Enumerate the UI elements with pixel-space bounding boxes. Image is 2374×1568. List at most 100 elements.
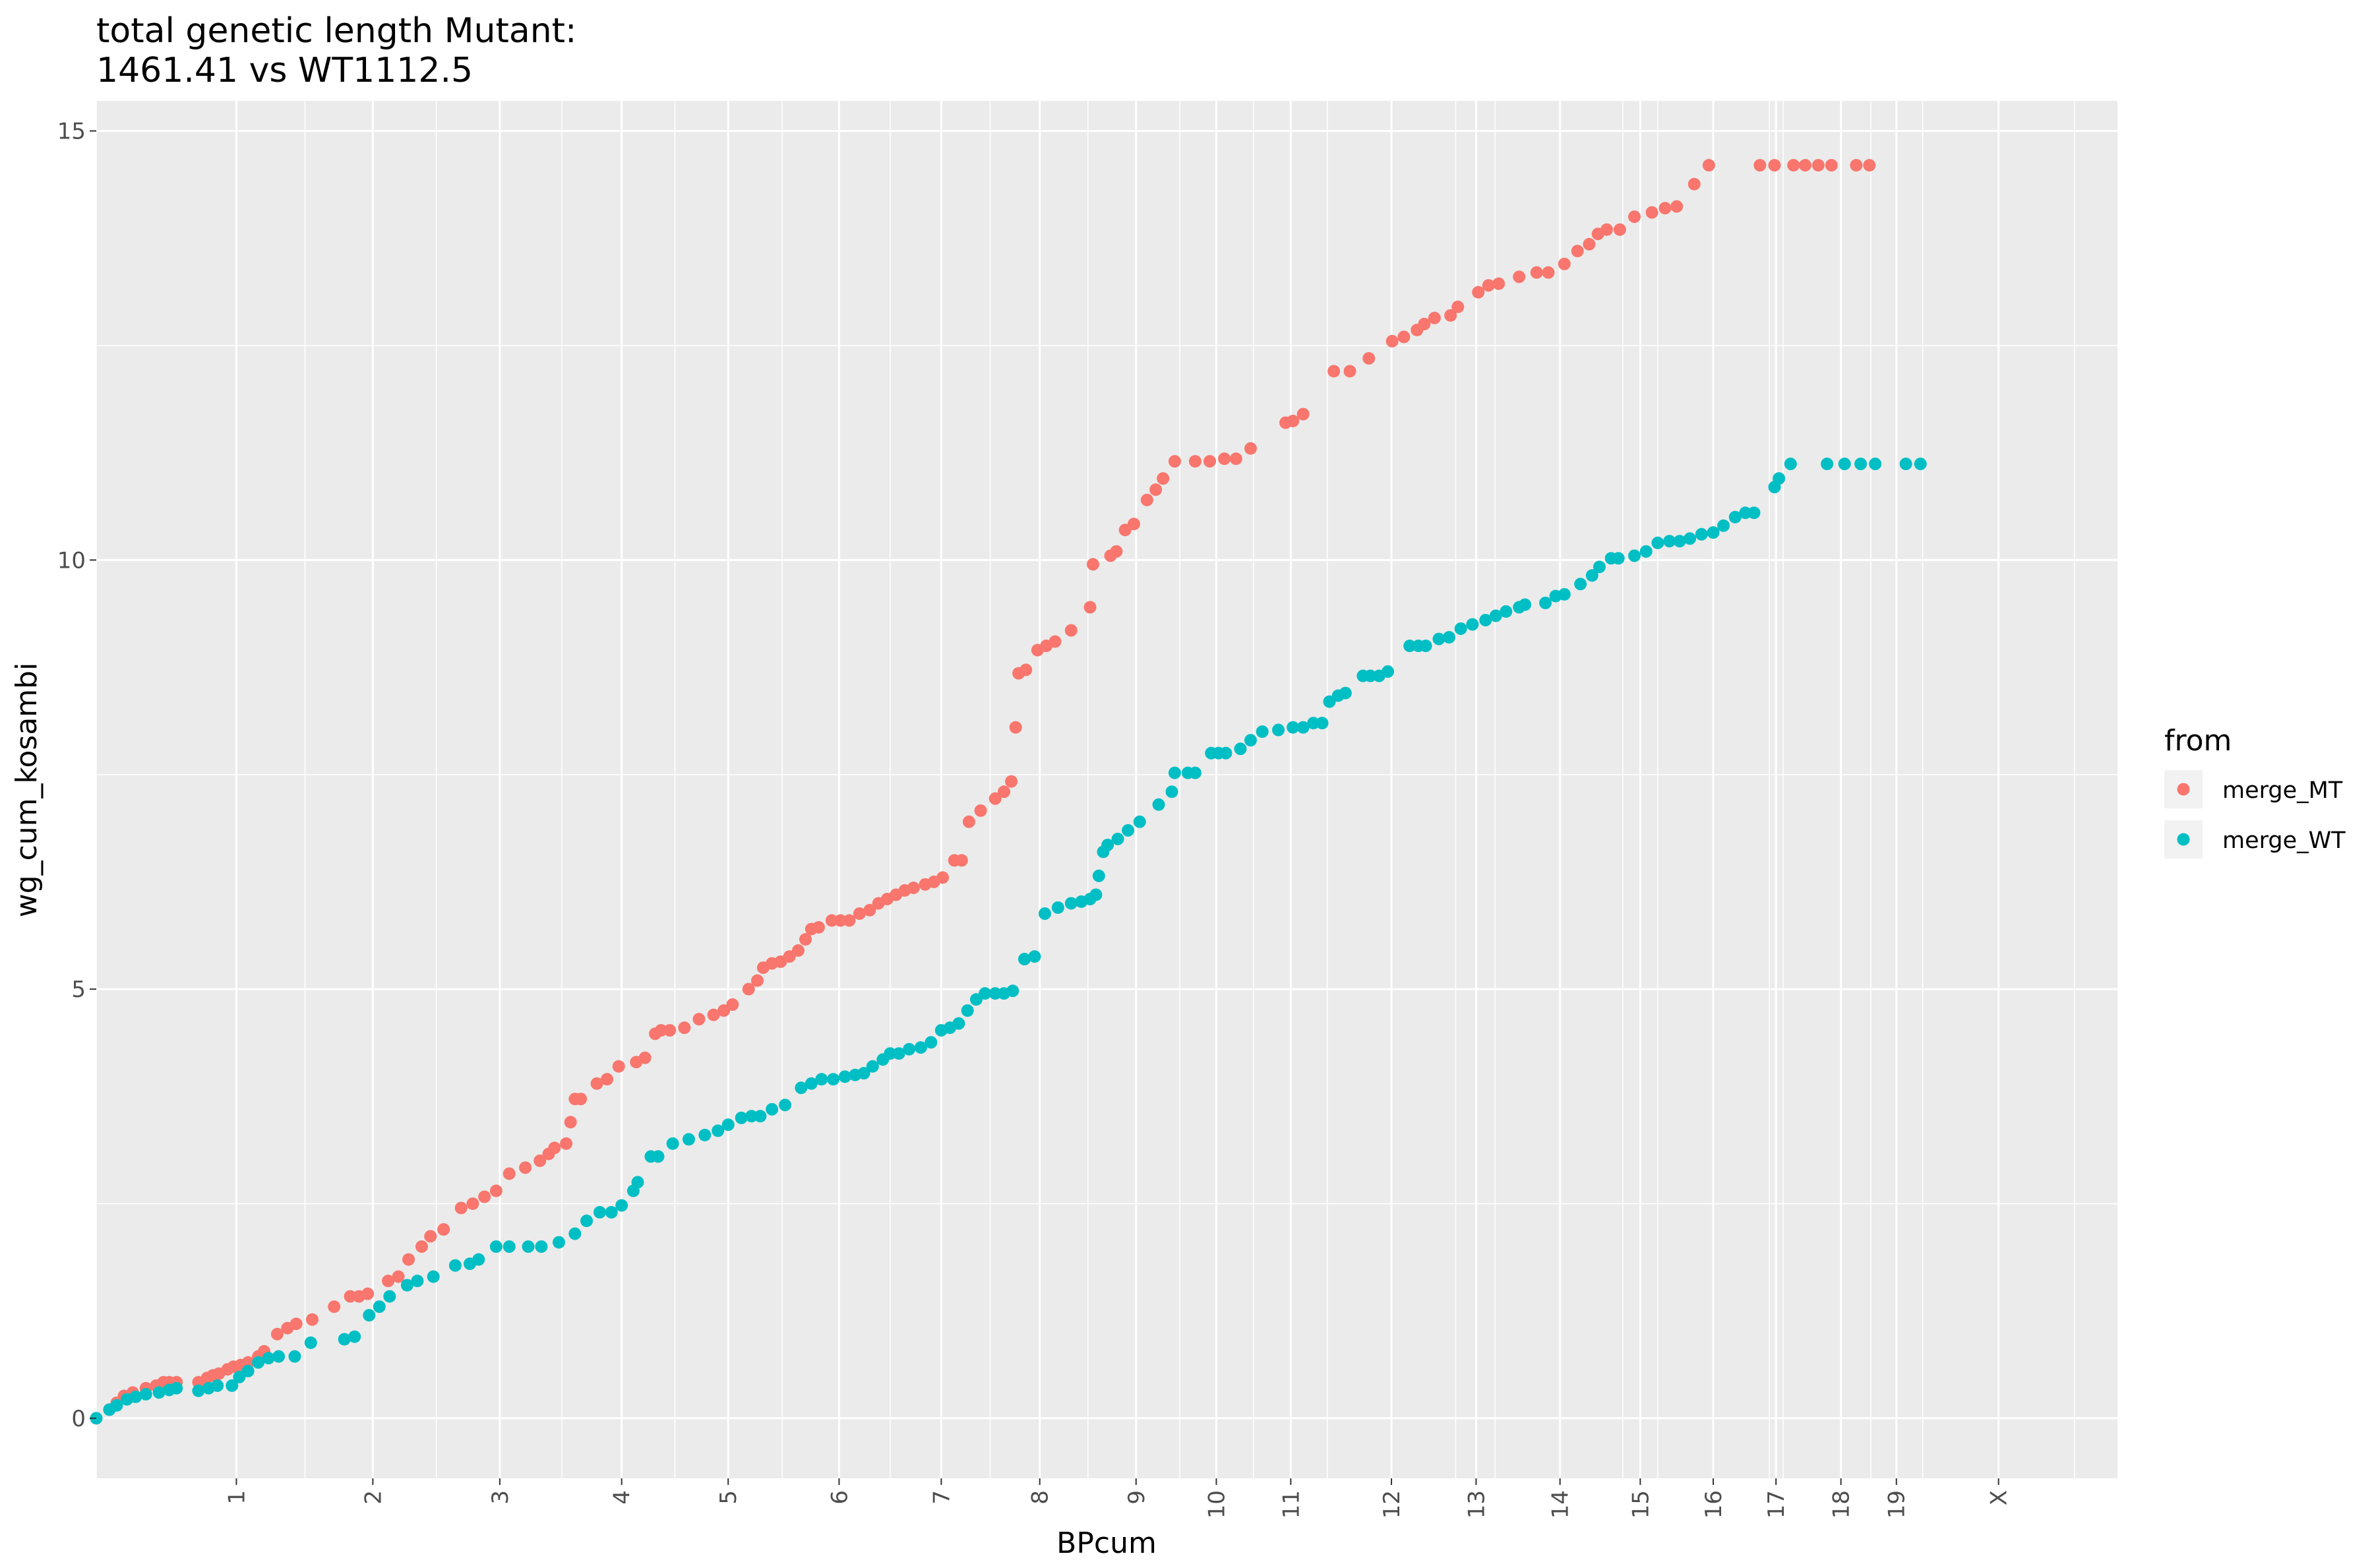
legend-title: from <box>2164 724 2232 758</box>
data-point-merge-mt <box>1428 311 1441 324</box>
data-point-merge-wt <box>1133 815 1146 828</box>
data-point-merge-mt <box>1702 159 1715 172</box>
data-point-merge-wt <box>1651 536 1664 549</box>
data-point-merge-mt <box>564 1116 577 1129</box>
x-tick-label: 10 <box>1203 1490 1230 1519</box>
data-point-merge-wt <box>1064 897 1078 910</box>
data-point-merge-mt <box>799 933 812 946</box>
data-point-merge-mt <box>1628 210 1641 224</box>
data-point-merge-wt <box>192 1384 205 1397</box>
data-point-merge-wt <box>631 1176 644 1189</box>
x-tick-label: 17 <box>1763 1490 1790 1519</box>
x-tick-label: 14 <box>1548 1490 1574 1519</box>
data-point-merge-wt <box>1272 723 1285 737</box>
data-point-merge-wt <box>795 1081 808 1095</box>
data-point-merge-mt <box>601 1073 614 1086</box>
data-point-merge-mt <box>1296 407 1310 421</box>
data-point-merge-wt <box>568 1227 582 1240</box>
data-point-merge-mt <box>825 914 838 927</box>
data-point-merge-wt <box>754 1110 767 1123</box>
data-point-merge-wt <box>272 1350 286 1363</box>
data-point-merge-wt <box>1500 605 1513 618</box>
data-point-merge-wt <box>304 1336 317 1349</box>
data-point-merge-mt <box>1086 558 1099 571</box>
data-point-merge-mt <box>1418 317 1431 330</box>
data-point-merge-mt <box>812 920 825 934</box>
data-point-merge-wt <box>1296 721 1310 734</box>
data-point-merge-wt <box>682 1133 695 1146</box>
data-point-merge-mt <box>478 1190 491 1203</box>
data-point-merge-mt <box>678 1021 691 1035</box>
x-tick-label: 2 <box>360 1490 386 1505</box>
data-point-merge-wt <box>1028 950 1041 963</box>
data-point-merge-mt <box>989 792 1002 805</box>
data-point-merge-wt <box>363 1309 376 1322</box>
data-point-merge-mt <box>1613 223 1626 236</box>
data-point-merge-mt <box>955 854 968 867</box>
data-point-merge-wt <box>961 1004 974 1017</box>
data-point-merge-mt <box>1343 365 1356 378</box>
data-point-merge-wt <box>241 1364 255 1377</box>
data-point-merge-wt <box>1466 618 1479 631</box>
data-point-merge-wt <box>1489 609 1502 622</box>
minor-gridlines <box>96 101 2117 1478</box>
data-point-merge-mt <box>1218 452 1231 466</box>
data-point-merge-wt <box>502 1240 516 1253</box>
data-point-merge-mt <box>574 1093 588 1106</box>
data-point-merge-wt <box>1168 766 1181 779</box>
data-point-merge-wt <box>1234 742 1247 756</box>
data-point-merge-wt <box>1728 510 1742 524</box>
data-point-merge-wt <box>129 1390 142 1403</box>
data-point-merge-wt <box>712 1124 725 1137</box>
data-point-merge-mt <box>997 785 1010 799</box>
chart-title-line-2: 1461.41 vs WT1112.5 <box>96 51 473 90</box>
data-point-merge-mt <box>1444 309 1457 322</box>
data-point-merge-wt <box>1188 766 1202 779</box>
major-gridlines <box>96 101 2117 1478</box>
data-point-merge-wt <box>1838 458 1851 471</box>
legend-symbol-merge-wt <box>2177 833 2190 846</box>
x-tick-label: 12 <box>1379 1490 1405 1519</box>
data-point-merge-wt <box>1111 832 1124 845</box>
data-point-merge-wt <box>857 1067 870 1080</box>
data-point-merge-mt <box>1203 455 1217 468</box>
data-point-merge-mt <box>1083 601 1097 614</box>
x-tick-label: 4 <box>609 1490 636 1505</box>
plot-panel <box>96 101 2117 1478</box>
data-point-merge-wt <box>1585 569 1598 582</box>
y-tick-label: 15 <box>57 119 86 145</box>
data-point-merge-wt <box>553 1236 566 1249</box>
data-point-merge-wt <box>914 1041 927 1054</box>
data-point-merge-mt <box>306 1313 319 1326</box>
data-point-merge-mt <box>489 1184 502 1197</box>
data-point-merge-wt <box>652 1150 665 1163</box>
data-point-merge-mt <box>1385 334 1399 347</box>
data-point-merge-wt <box>1051 901 1064 914</box>
data-point-merge-wt <box>1558 588 1571 601</box>
data-point-merge-mt <box>1688 177 1701 191</box>
data-point-merge-wt <box>1914 458 1927 471</box>
data-point-merge-wt <box>779 1099 792 1112</box>
y-tick-label: 10 <box>57 547 86 574</box>
data-point-merge-wt <box>666 1137 679 1150</box>
data-point-merge-wt <box>373 1300 386 1313</box>
data-point-merge-mt <box>1009 721 1022 734</box>
x-tick-label: 8 <box>1027 1490 1054 1505</box>
data-point-merge-wt <box>427 1270 440 1283</box>
data-point-merge-wt <box>1748 506 1761 520</box>
data-point-merge-wt <box>489 1240 502 1253</box>
data-point-merge-mt <box>1811 159 1825 172</box>
data-point-merge-mt <box>1863 159 1876 172</box>
data-point-merge-mt <box>548 1141 561 1155</box>
x-tick-label: X <box>1986 1490 2013 1505</box>
data-point-merge-mt <box>834 914 847 927</box>
data-point-merge-mt <box>654 1024 667 1037</box>
data-point-merge-mt <box>863 903 876 917</box>
data-point-merge-mt <box>1244 442 1257 455</box>
data-point-merge-wt <box>989 987 1002 1000</box>
data-point-merge-wt <box>1821 458 1834 471</box>
x-tick-label: 3 <box>487 1490 514 1505</box>
data-point-merge-mt <box>1157 472 1170 485</box>
data-point-merge-mt <box>663 1024 677 1037</box>
